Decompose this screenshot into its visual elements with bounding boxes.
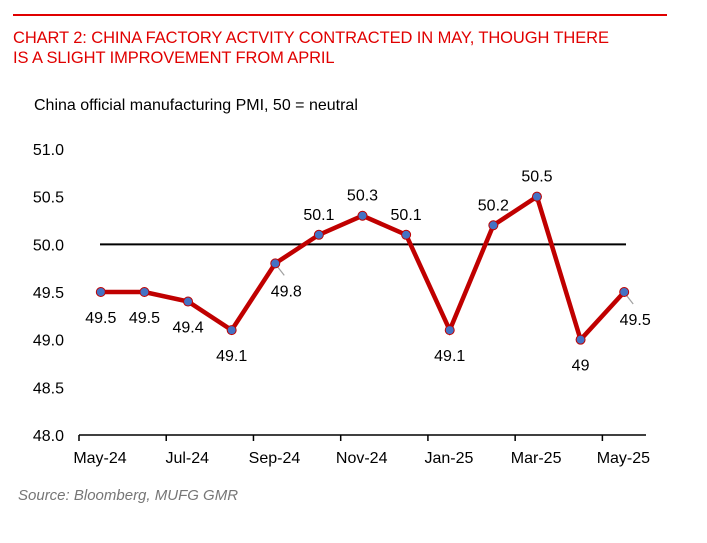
data-label-Jul-24: 49.4 (172, 320, 203, 337)
chart-subtitle: China official manufacturing PMI, 50 = n… (34, 97, 358, 114)
x-tick-label: Mar-25 (511, 450, 562, 467)
x-tick-label: Jul-24 (165, 450, 209, 467)
y-tick-label: 48.0 (33, 428, 64, 445)
data-label-Jan-25: 49.1 (434, 348, 465, 365)
data-point-Sep-24 (270, 258, 281, 269)
data-label-Jun-24: 49.5 (129, 310, 160, 327)
data-label-Nov-24: 50.3 (347, 188, 378, 205)
data-label-May-24: 49.5 (85, 310, 116, 327)
data-point-Feb-25 (488, 220, 499, 231)
y-axis: 51.0 50.5 50.0 49.5 49.0 48.5 48.0 (33, 142, 64, 445)
data-labels: 49.5 49.5 49.4 49.1 49.8 50.1 50.3 50.1 49.1 50.2… (85, 169, 651, 375)
source-note: Source: Bloomberg, MUFG GMR (18, 487, 239, 504)
data-label-Feb-25: 50.2 (478, 197, 509, 214)
y-tick-label: 50.5 (33, 190, 64, 207)
label-leader-lines (276, 266, 634, 305)
data-point-May-25 (619, 287, 630, 297)
y-tick-label: 49.0 (33, 333, 64, 350)
x-tick-label: May-25 (597, 450, 650, 467)
data-point-Jun-24 (139, 287, 150, 297)
data-point-May-24 (95, 287, 106, 297)
leader-line (625, 294, 634, 305)
chart-title-line-2: IS A SLIGHT IMPROVEMENT FROM APRIL (13, 49, 335, 67)
data-label-Aug-24: 49.1 (216, 348, 247, 365)
data-label-May-25: 49.5 (620, 312, 651, 329)
x-tick-label: May-24 (73, 450, 126, 467)
data-point-Dec-24 (401, 229, 412, 240)
y-tick-label: 51.0 (33, 142, 64, 159)
data-point-Nov-24 (357, 210, 368, 221)
data-label-Dec-24: 50.1 (391, 207, 422, 224)
x-axis: May-24 Jul-24 Sep-24 Nov-24 Jan-25 Mar-25 May-… (73, 434, 650, 467)
data-point-Aug-24 (226, 325, 237, 336)
pmi-markers (95, 191, 630, 345)
y-tick-label: 50.0 (33, 237, 64, 254)
y-tick-label: 49.5 (33, 285, 64, 302)
data-point-Apr-25 (575, 334, 586, 345)
data-label-Oct-24: 50.1 (303, 207, 334, 224)
data-point-Jul-24 (183, 296, 194, 307)
data-point-Mar-25 (531, 191, 542, 202)
data-point-Jan-25 (444, 325, 455, 336)
data-point-Oct-24 (313, 229, 324, 240)
leader-line (276, 266, 285, 276)
y-tick-label: 48.5 (33, 380, 64, 397)
top-rule (13, 14, 667, 16)
x-tick-label: Jan-25 (424, 450, 473, 467)
chart-title-line-1: CHART 2: CHINA FACTORY ACTVITY CONTRACTE… (13, 29, 609, 47)
data-label-Apr-25: 49 (572, 358, 590, 375)
chart-title: CHART 2: CHINA FACTORY ACTVITY CONTRACTE… (13, 28, 693, 68)
data-label-Mar-25: 50.5 (521, 169, 552, 186)
x-tick-label: Sep-24 (249, 450, 301, 467)
x-tick-label: Nov-24 (336, 450, 388, 467)
data-label-Sep-24: 49.8 (271, 283, 302, 300)
